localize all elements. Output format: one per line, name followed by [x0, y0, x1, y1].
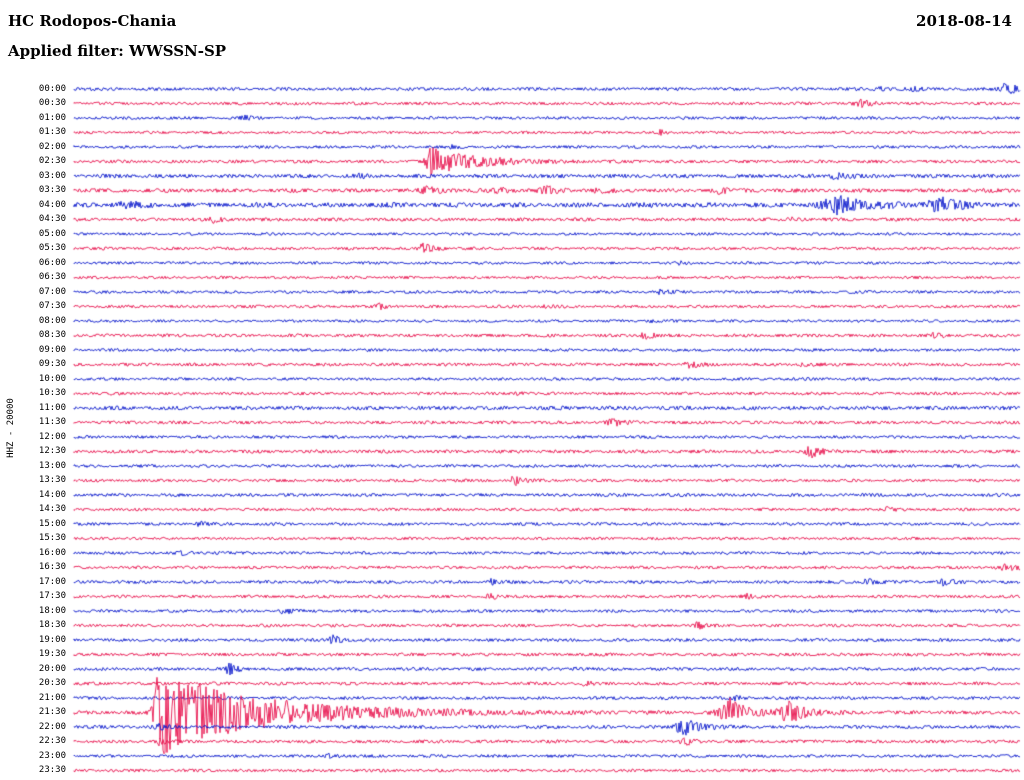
row-time-label: 14:00	[38, 489, 66, 500]
row-time-label: 00:30	[38, 98, 66, 108]
row-time-label: 00:00	[38, 83, 66, 94]
row-time-label: 11:30	[38, 417, 66, 427]
row-time-label: 10:00	[38, 373, 66, 384]
row-time-label: 12:30	[38, 446, 66, 456]
row-time-label: 22:30	[38, 736, 66, 746]
row-time-label: 10:30	[38, 388, 66, 398]
row-time-label: 12:00	[38, 431, 66, 442]
row-time-label: 05:30	[38, 243, 66, 253]
row-time-label: 23:00	[38, 750, 66, 761]
row-time-label: 20:30	[38, 678, 66, 688]
row-time-label: 14:30	[38, 504, 66, 514]
row-time-label: 20:00	[38, 663, 66, 674]
row-time-label: 13:00	[38, 460, 66, 471]
row-time-label: 04:00	[38, 199, 66, 210]
row-time-label: 07:30	[38, 301, 66, 311]
row-time-label: 22:00	[38, 721, 66, 732]
row-time-label: 07:00	[38, 286, 66, 297]
row-time-label: 01:00	[38, 112, 66, 123]
row-time-label: 08:30	[38, 330, 66, 340]
row-time-label: 02:30	[38, 156, 66, 166]
row-time-label: 18:00	[38, 605, 66, 616]
row-time-label: 03:00	[38, 170, 66, 181]
row-time-label: 06:30	[38, 272, 66, 282]
row-time-label: 06:00	[38, 257, 66, 268]
row-time-label: 05:00	[38, 228, 66, 239]
row-time-label: 23:30	[38, 765, 66, 775]
row-time-label: 04:30	[38, 214, 66, 224]
row-time-label: 17:30	[38, 591, 66, 601]
row-time-label: 21:00	[38, 692, 66, 703]
row-time-label: 15:30	[38, 533, 66, 543]
row-time-label: 16:30	[38, 562, 66, 572]
row-time-label: 16:00	[38, 547, 66, 558]
row-time-label: 09:00	[38, 344, 66, 355]
row-time-label: 01:30	[38, 127, 66, 137]
row-time-label: 09:30	[38, 359, 66, 369]
row-time-label: 18:30	[38, 620, 66, 630]
row-time-label: 02:00	[38, 141, 66, 152]
row-time-label: 08:00	[38, 315, 66, 326]
row-time-label: 17:00	[38, 576, 66, 587]
row-time-label: 21:30	[38, 707, 66, 717]
row-time-label: 19:30	[38, 649, 66, 659]
row-time-label: 19:00	[38, 634, 66, 645]
row-time-label: 15:00	[38, 518, 66, 529]
row-time-label: 13:30	[38, 475, 66, 485]
row-time-label: 03:30	[38, 185, 66, 195]
row-time-label: 11:00	[38, 402, 66, 413]
